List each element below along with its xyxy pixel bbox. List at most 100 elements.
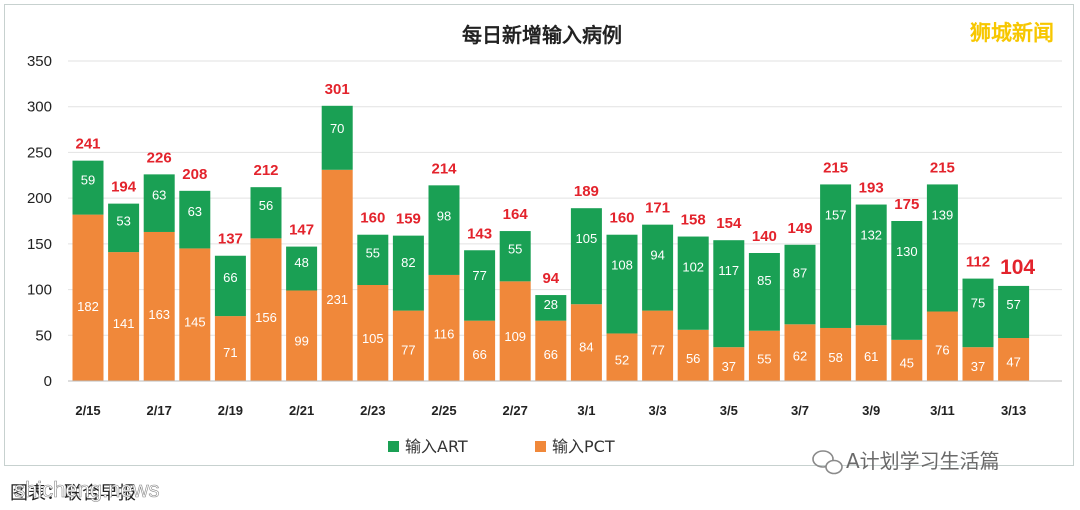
- bar-art: [926, 184, 958, 312]
- art-value-label: 132: [860, 228, 882, 243]
- art-value-label: 55: [366, 245, 380, 260]
- art-value-label: 98: [437, 208, 451, 223]
- x-tick-label: 2/17: [147, 403, 172, 418]
- total-label: 158: [681, 212, 706, 229]
- bar-pct: [499, 281, 531, 381]
- art-value-label: 105: [576, 231, 598, 246]
- y-tick-label: 200: [27, 190, 52, 207]
- x-tick-label: 2/19: [218, 403, 243, 418]
- art-value-label: 87: [793, 266, 807, 281]
- bar-pct: [570, 304, 602, 381]
- y-tick-label: 250: [27, 144, 52, 161]
- brand-logo: 狮城新闻: [970, 21, 1054, 45]
- pct-value-label: 145: [184, 314, 206, 329]
- art-value-label: 55: [508, 242, 522, 257]
- bar-art: [179, 190, 211, 249]
- bar-pct: [642, 310, 674, 381]
- total-label: 212: [253, 162, 278, 179]
- art-value-label: 48: [294, 255, 308, 270]
- bar-art: [570, 208, 602, 305]
- bar-pct: [998, 338, 1030, 381]
- pct-value-label: 62: [793, 348, 807, 363]
- total-label: 301: [325, 81, 350, 98]
- legend-label-art: 输入ART: [405, 437, 468, 456]
- y-tick-label: 300: [27, 99, 52, 116]
- bar-art: [784, 244, 816, 325]
- art-value-label: 130: [896, 244, 918, 259]
- total-label: 226: [147, 149, 172, 166]
- bar-art: [499, 231, 531, 282]
- wechat-icon: [812, 450, 843, 475]
- bar-pct: [713, 347, 745, 381]
- wechat-watermark: A计划学习生活篇: [812, 449, 1000, 475]
- bar-pct: [72, 214, 104, 381]
- total-label: 215: [930, 159, 955, 176]
- pct-value-label: 156: [255, 310, 277, 325]
- bar-art: [820, 184, 852, 328]
- total-label: 140: [752, 228, 777, 245]
- watermark-text: A计划学习生活篇: [846, 449, 1000, 473]
- x-tick-label: 3/1: [577, 403, 595, 418]
- bar-art: [72, 160, 104, 215]
- y-axis: 0 50 100 150 200 250 300 350: [27, 53, 52, 390]
- bar-art: [748, 253, 780, 331]
- bar-pct: [214, 316, 246, 381]
- bar-art: [998, 285, 1030, 339]
- total-label: 194: [111, 179, 137, 196]
- bar-pct: [820, 327, 852, 381]
- pct-value-label: 163: [148, 307, 170, 322]
- bar-pct: [677, 329, 709, 381]
- bar-art: [214, 255, 246, 317]
- total-label: 147: [289, 222, 314, 239]
- chart-title: 每日新增输入病例: [462, 23, 622, 47]
- bar-pct: [464, 320, 496, 381]
- art-value-label: 66: [223, 270, 237, 285]
- bar-pct: [748, 330, 780, 381]
- art-value-label: 82: [401, 255, 415, 270]
- art-value-label: 77: [472, 268, 486, 283]
- legend-swatch-art: [388, 441, 399, 452]
- bar-pct: [926, 311, 958, 381]
- pct-value-label: 56: [686, 351, 700, 366]
- x-axis: 2/15 2/17 2/19 2/21 2/23 2/25 2/27 3/1 3/3 3/5 3/7…: [75, 403, 1026, 418]
- pct-value-label: 71: [223, 345, 237, 360]
- bar-art: [606, 234, 638, 334]
- pct-value-label: 77: [650, 342, 664, 357]
- art-value-label: 63: [152, 188, 166, 203]
- bar-pct: [179, 248, 211, 381]
- bar-art: [464, 250, 496, 321]
- pct-value-label: 76: [935, 343, 949, 358]
- art-value-label: 28: [544, 297, 558, 312]
- x-tick-label: 3/13: [1001, 403, 1026, 418]
- bar-art: [108, 203, 140, 253]
- footer-source: 图表：联合早报: [10, 483, 136, 504]
- bar-pct: [392, 310, 424, 381]
- total-label: 112: [966, 254, 990, 271]
- y-tick-label: 350: [27, 53, 52, 70]
- pct-value-label: 45: [900, 355, 914, 370]
- y-tick-label: 150: [27, 236, 52, 253]
- pct-value-label: 66: [544, 347, 558, 362]
- art-value-label: 85: [757, 273, 771, 288]
- bar-pct: [357, 285, 389, 381]
- art-value-label: 75: [971, 296, 985, 311]
- pct-value-label: 61: [864, 349, 878, 364]
- bar-pct: [784, 324, 816, 381]
- bar-art: [321, 105, 353, 170]
- art-value-label: 57: [1006, 297, 1020, 312]
- pct-value-label: 105: [362, 331, 384, 346]
- total-label: 164: [503, 206, 529, 223]
- bar-pct: [962, 347, 994, 381]
- bar-art: [855, 204, 887, 326]
- total-label: 159: [396, 211, 421, 228]
- art-value-label: 70: [330, 121, 344, 136]
- art-value-label: 63: [188, 204, 202, 219]
- art-value-label: 53: [116, 214, 130, 229]
- bar-art: [891, 221, 923, 340]
- pct-value-label: 58: [828, 350, 842, 365]
- legend: 输入ART 输入PCT: [388, 437, 615, 456]
- bar-art: [677, 236, 709, 330]
- pct-value-label: 99: [294, 333, 308, 348]
- bar-art: [392, 235, 424, 311]
